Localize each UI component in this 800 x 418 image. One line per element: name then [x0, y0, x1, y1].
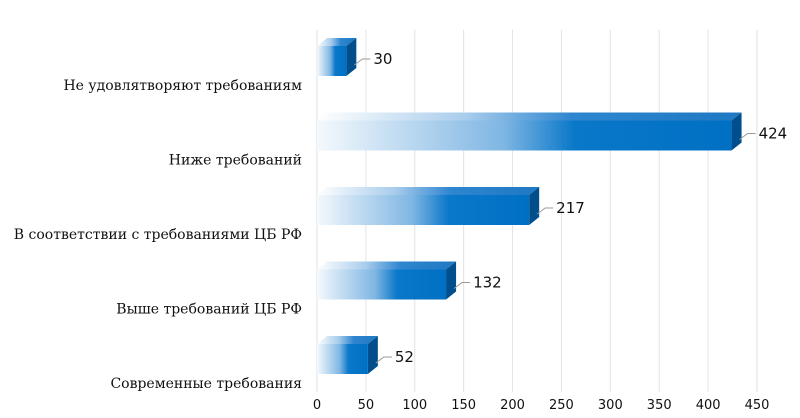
bar-front-face-4 [317, 344, 368, 374]
data-label-2: 217 [556, 199, 585, 217]
data-label-1: 424 [759, 125, 788, 143]
bar-front-face-1 [317, 120, 732, 151]
bar-top-face-2 [317, 187, 540, 195]
x-tick-label-3: 150 [451, 398, 476, 413]
bar-side-face-1 [731, 112, 742, 151]
category-label-2: В соответствии с требованиями ЦБ РФ [14, 227, 302, 243]
x-tick-label-9: 450 [745, 398, 770, 413]
x-tick-label-4: 200 [500, 398, 525, 413]
bar-top-face-0 [317, 38, 357, 46]
category-label-4: Современные требования [110, 376, 302, 392]
x-axis-ticks: 0 50 100 150 200 250 300 350 400 450 [313, 398, 770, 413]
data-label-leader-4 [375, 356, 392, 364]
x-tick-label-5: 250 [549, 398, 574, 413]
category-labels: Не удовлятворяют требованиям Ниже требова… [14, 78, 302, 392]
data-label-leader-3 [453, 282, 471, 289]
data-label-leader-2 [536, 207, 554, 215]
bar-top-face-3 [317, 261, 457, 270]
data-label-3: 132 [473, 274, 502, 292]
x-tick-label-0: 0 [313, 398, 321, 413]
x-tick-label-8: 400 [696, 398, 721, 413]
bar-side-face-4 [367, 336, 378, 374]
category-label-0: Не удовлятворяют требованиям [63, 78, 302, 94]
bar-front-face-2 [317, 195, 530, 225]
bar-3: 132 [317, 261, 502, 300]
bar-side-face-2 [529, 187, 540, 225]
data-label-0: 30 [373, 50, 392, 68]
x-tick-label-2: 100 [402, 398, 427, 413]
x-tick-label-7: 350 [647, 398, 672, 413]
bar-side-face-3 [446, 261, 457, 300]
bar-4: 52 [317, 336, 414, 374]
bar-front-face-0 [317, 46, 347, 76]
category-label-1: Ниже требований [169, 153, 302, 169]
bar-2: 217 [317, 187, 585, 225]
x-tick-label-6: 300 [598, 398, 623, 413]
data-label-4: 52 [395, 348, 414, 366]
x-tick-label-1: 50 [358, 398, 375, 413]
bar-front-face-3 [317, 269, 447, 300]
data-label-leader-1 [739, 133, 756, 140]
bar-top-face-1 [317, 112, 742, 121]
bar-1: 424 [317, 112, 788, 151]
data-label-leader-0 [354, 58, 371, 66]
category-label-3: Выше требований ЦБ РФ [116, 302, 302, 318]
bars: 30 424 217 132 52 [317, 38, 787, 374]
bar-side-face-0 [346, 38, 357, 76]
bar-0: 30 [317, 38, 392, 76]
bar-top-face-4 [317, 336, 378, 344]
